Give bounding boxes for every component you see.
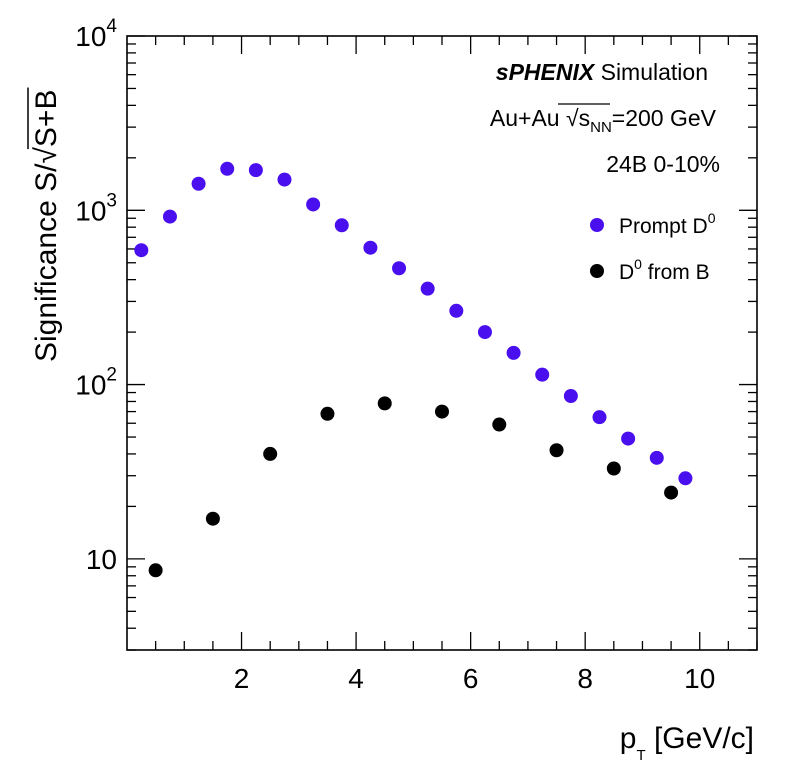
data-point	[535, 367, 550, 382]
y-axis-title: Significance S/√S+B	[27, 87, 63, 362]
x-tick-label: 2	[234, 663, 250, 694]
data-point	[334, 218, 349, 233]
data-point	[678, 471, 693, 486]
data-point	[506, 345, 521, 360]
legend: Prompt D0 D0 from B	[590, 210, 716, 284]
data-point	[191, 176, 206, 191]
data-point	[263, 446, 278, 461]
data-point	[621, 431, 636, 446]
y-tick-label: 104	[75, 16, 117, 52]
collision-system-label: Au+Au √sNN=200 GeV	[490, 105, 717, 136]
x-axis-title: pT [GeV/c]	[620, 722, 754, 764]
x-tick-label: 8	[577, 663, 593, 694]
x-tick-label: 4	[348, 663, 364, 694]
dataset-label: 24B 0-10%	[606, 151, 720, 177]
data-point	[277, 172, 292, 187]
data-point	[477, 325, 492, 340]
x-tick-labels: 2 4 6 8 10	[234, 663, 716, 694]
y-tick-label: 103	[75, 190, 117, 226]
x-tick-label: 6	[463, 663, 479, 694]
axis-ticks	[127, 35, 758, 651]
series-prompt-d0	[134, 161, 693, 486]
legend-label-prompt-d0: Prompt D0	[619, 210, 716, 238]
data-point	[492, 417, 507, 432]
data-point	[435, 404, 449, 419]
data-point	[592, 410, 607, 425]
y-tick-label: 102	[75, 365, 117, 401]
y-tick-labels: 10 102 103 104	[75, 16, 117, 575]
data-point	[363, 240, 378, 255]
legend-label-d0-from-b: D0 from B	[619, 256, 710, 284]
series-d0-from-b	[148, 396, 679, 578]
data-point	[549, 443, 564, 458]
data-point	[449, 303, 464, 318]
data-point	[134, 243, 149, 258]
data-point	[148, 563, 163, 578]
data-point	[420, 281, 435, 296]
data-point	[377, 396, 392, 411]
legend-marker-prompt-d0	[590, 218, 604, 232]
data-point	[220, 161, 235, 176]
y-tick-label: 10	[86, 544, 117, 575]
data-point	[320, 406, 335, 421]
legend-marker-d0-from-b	[590, 264, 604, 278]
annotation-block: sPHENIX Simulation Au+Au √sNN=200 GeV 24…	[490, 59, 720, 177]
experiment-label: sPHENIX Simulation	[496, 59, 708, 85]
data-point	[649, 450, 664, 465]
x-tick-label: 10	[684, 663, 715, 694]
svg-text:Significance S/√S+B: Significance S/√S+B	[30, 90, 63, 362]
data-point	[606, 461, 621, 476]
data-point	[205, 511, 220, 526]
data-point	[306, 197, 321, 212]
data-point	[248, 163, 263, 178]
data-point	[664, 485, 679, 500]
data-point	[162, 209, 177, 224]
data-point	[392, 261, 407, 276]
data-point	[563, 388, 578, 403]
